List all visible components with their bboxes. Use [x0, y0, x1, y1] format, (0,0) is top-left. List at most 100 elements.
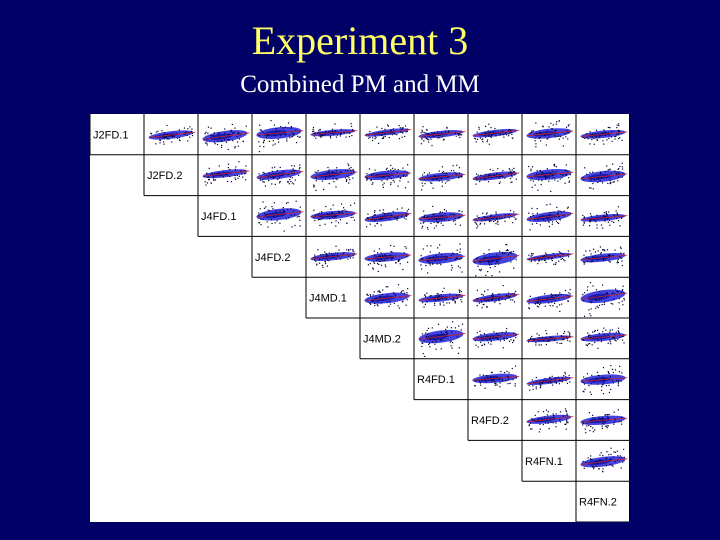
trend-line: [311, 253, 358, 260]
trend-line: [527, 253, 574, 260]
trend-line: [473, 375, 520, 381]
scatter-points: [474, 209, 517, 229]
scatter-points: [420, 205, 463, 230]
trend-line: [473, 129, 520, 137]
trend-line: [365, 295, 412, 301]
trend-line: [527, 336, 574, 342]
trend-line: [365, 213, 412, 221]
scatter-cell: [197, 114, 252, 156]
scatter-cell: [521, 318, 576, 360]
scatter-cell: [521, 114, 576, 156]
scatter-points: [313, 245, 356, 268]
trend-line: [149, 131, 196, 138]
trend-line: [581, 292, 628, 300]
trend-line: [581, 215, 628, 221]
variable-label: R4FD.2: [471, 415, 509, 427]
trend-line: [581, 417, 628, 423]
variable-label: J4MD.2: [363, 333, 401, 345]
trend-line: [419, 173, 466, 180]
scatter-points: [528, 250, 570, 265]
scatter-cell: [413, 318, 468, 360]
scatter-points: [528, 163, 572, 192]
scatter-cell: [467, 236, 522, 278]
slide-title: Experiment 3: [251, 18, 469, 63]
scatterplot-matrix: J2FD.1 J2FD.2 J4FD.1 J4FD.2 J4MD.1 J4MD.2 R4FD…: [90, 114, 630, 522]
scatter-points: [366, 164, 409, 189]
scatter-cell: [467, 114, 522, 156]
scatter-cell: [521, 358, 576, 401]
variable-label: J2FD.1: [93, 129, 128, 141]
scatter-cell: [251, 154, 306, 197]
trend-line: [257, 171, 304, 178]
trend-line: [419, 255, 466, 261]
trend-line: [473, 333, 520, 340]
diagonal-label-cell: J2FD.2: [143, 154, 198, 197]
scatter-cell: [575, 277, 630, 319]
variable-label: R4FN.2: [579, 497, 617, 509]
scatter-points: [204, 123, 247, 151]
scatter-cell: [521, 236, 576, 278]
scatter-cell: [413, 195, 468, 237]
diagonal-label-cell: J4MD.1: [305, 277, 360, 319]
scatter-cell: [305, 114, 360, 156]
scatter-points: [583, 246, 625, 267]
scatter-cell: [413, 236, 468, 278]
scatter-cell: [521, 277, 576, 319]
scatter-cell: [575, 399, 630, 441]
matrix-canvas: J2FD.1 J2FD.2 J4FD.1 J4FD.2 J4MD.1 J4MD.2 R4FD…: [90, 114, 630, 522]
trend-line: [581, 131, 628, 137]
diagonal-label-cell: R4FD.2: [467, 399, 522, 441]
scatter-points: [582, 447, 625, 473]
scatter-points: [582, 282, 625, 317]
scatter-cell: [467, 195, 522, 237]
scatter-cell: [467, 318, 522, 360]
scatter-cell: [575, 114, 630, 156]
scatter-points: [366, 124, 409, 145]
trend-line: [581, 254, 628, 261]
variable-label: R4FN.1: [525, 456, 563, 468]
trend-line: [311, 130, 358, 136]
variable-label: J4FD.1: [201, 211, 236, 223]
scatter-cell: [575, 440, 630, 482]
scatter-points: [528, 330, 571, 346]
scatter-points: [582, 162, 624, 190]
scatter-points: [367, 244, 409, 272]
trend-line: [365, 172, 412, 178]
trend-line: [473, 213, 520, 221]
scatter-cell: [575, 236, 630, 278]
diagonal-label-cell: R4FD.1: [413, 358, 468, 401]
trend-line: [473, 172, 520, 180]
diagonal-label-cell: R4FN.1: [521, 440, 576, 482]
scatter-cell: [251, 195, 306, 237]
trend-line: [365, 128, 412, 136]
scatter-cell: [467, 277, 522, 319]
scatter-cell: [305, 236, 360, 278]
diagonal-label-cell: J4FD.2: [251, 236, 306, 278]
trend-line: [581, 334, 628, 340]
trend-line: [203, 170, 250, 177]
variable-label: J2FD.2: [147, 170, 182, 182]
scatter-cell: [413, 277, 468, 319]
trend-line: [473, 255, 520, 262]
scatter-cell: [575, 358, 630, 401]
scatter-cell: [251, 114, 306, 156]
scatter-cell: [575, 195, 630, 237]
scatter-cell: [359, 236, 414, 278]
trend-line: [365, 254, 412, 260]
scatter-cell: [521, 154, 576, 197]
trend-line: [311, 212, 358, 218]
scatter-cell: [575, 154, 630, 197]
scatter-cell: [359, 154, 414, 197]
trend-line: [257, 130, 304, 136]
scatter-points: [313, 202, 356, 227]
trend-line: [527, 295, 574, 302]
diagonal-label-cell: J4FD.1: [197, 195, 252, 237]
trend-line: [311, 171, 358, 178]
trend-line: [527, 213, 574, 220]
scatter-cell: [359, 277, 414, 319]
diagonal-label-cell: R4FN.2: [575, 481, 630, 522]
scatter-cell: [521, 195, 576, 237]
scatter-cell: [467, 358, 522, 401]
trend-line: [527, 171, 574, 178]
scatter-cell: [305, 195, 360, 237]
